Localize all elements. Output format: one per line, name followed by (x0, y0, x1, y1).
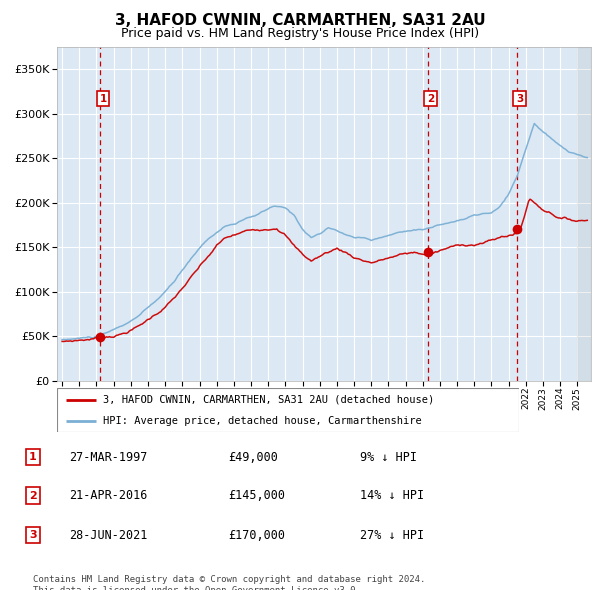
Bar (577, 47, 591, 381)
Text: 9% ↓ HPI: 9% ↓ HPI (360, 451, 417, 464)
Text: £145,000: £145,000 (228, 489, 285, 502)
Text: 3: 3 (29, 530, 37, 540)
Text: 27-MAR-1997: 27-MAR-1997 (69, 451, 148, 464)
Text: HPI: Average price, detached house, Carmarthenshire: HPI: Average price, detached house, Carm… (103, 416, 422, 426)
FancyBboxPatch shape (57, 388, 519, 432)
Text: £49,000: £49,000 (228, 451, 278, 464)
Text: 3, HAFOD CWNIN, CARMARTHEN, SA31 2AU (detached house): 3, HAFOD CWNIN, CARMARTHEN, SA31 2AU (de… (103, 395, 434, 405)
Text: 1: 1 (29, 453, 37, 462)
Text: 27% ↓ HPI: 27% ↓ HPI (360, 529, 424, 542)
Text: Contains HM Land Registry data © Crown copyright and database right 2024.
This d: Contains HM Land Registry data © Crown c… (33, 575, 425, 590)
Text: £170,000: £170,000 (228, 529, 285, 542)
Text: 2: 2 (29, 491, 37, 500)
Text: 3: 3 (516, 94, 523, 104)
Text: 3, HAFOD CWNIN, CARMARTHEN, SA31 2AU: 3, HAFOD CWNIN, CARMARTHEN, SA31 2AU (115, 13, 485, 28)
Text: 14% ↓ HPI: 14% ↓ HPI (360, 489, 424, 502)
Text: 1: 1 (100, 94, 107, 104)
Text: 2: 2 (427, 94, 434, 104)
Text: Price paid vs. HM Land Registry's House Price Index (HPI): Price paid vs. HM Land Registry's House … (121, 27, 479, 40)
Text: 21-APR-2016: 21-APR-2016 (69, 489, 148, 502)
Text: 28-JUN-2021: 28-JUN-2021 (69, 529, 148, 542)
